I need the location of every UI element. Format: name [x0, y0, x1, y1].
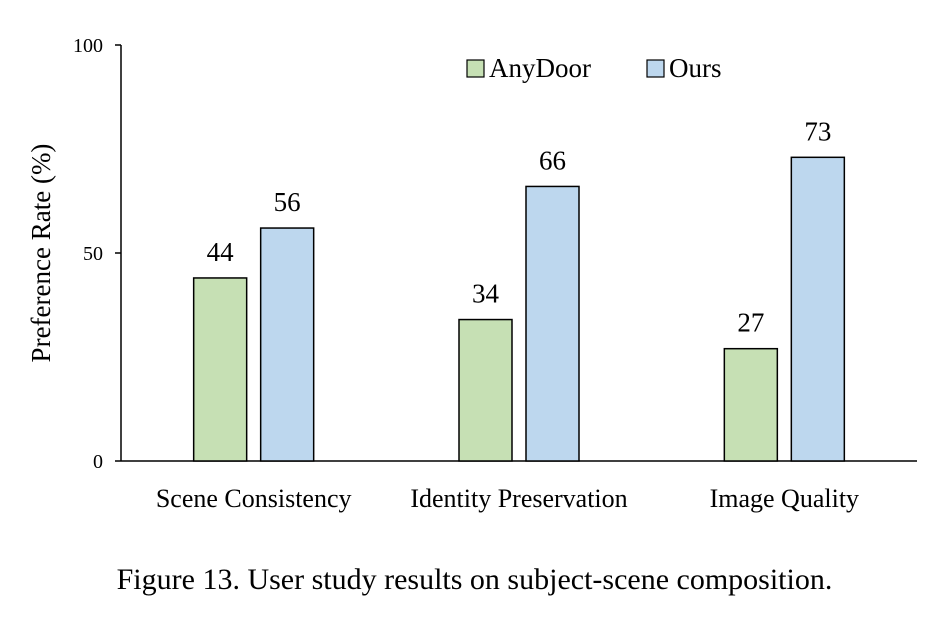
data-label: 34 — [472, 279, 500, 309]
data-label: 56 — [274, 187, 301, 217]
legend-label: Ours — [669, 53, 722, 83]
y-axis-title: Preference Rate (%) — [26, 144, 56, 363]
figure-caption: Figure 13. User study results on subject… — [116, 563, 833, 596]
bar-chart: 0 50 100 Preference Rate (%) 44 56 Scene Consi… — [26, 35, 917, 513]
bar-anydoor — [192, 277, 248, 462]
legend-swatch — [646, 59, 665, 78]
data-label: 44 — [207, 237, 235, 267]
bar-ours — [790, 156, 846, 462]
y-tick-label: 100 — [73, 35, 103, 57]
bar-ours — [525, 185, 580, 462]
legend-swatch — [466, 59, 485, 78]
y-tick-label: 50 — [83, 243, 103, 265]
data-label: 66 — [539, 145, 566, 175]
chart-area: 0 50 100 Preference Rate (%) 44 56 Scene Consi… — [26, 35, 917, 513]
bar-anydoor — [458, 318, 513, 462]
data-label: 73 — [804, 116, 831, 146]
data-label: 27 — [737, 308, 764, 338]
bar-ours — [259, 227, 315, 462]
x-tick-label: Identity Preservation — [410, 484, 627, 513]
x-tick-label: Scene Consistency — [156, 484, 352, 513]
legend-label: AnyDoor — [489, 53, 591, 83]
x-tick-label: Image Quality — [710, 484, 859, 513]
y-tick-label: 0 — [93, 451, 103, 473]
bar-anydoor — [723, 347, 779, 462]
